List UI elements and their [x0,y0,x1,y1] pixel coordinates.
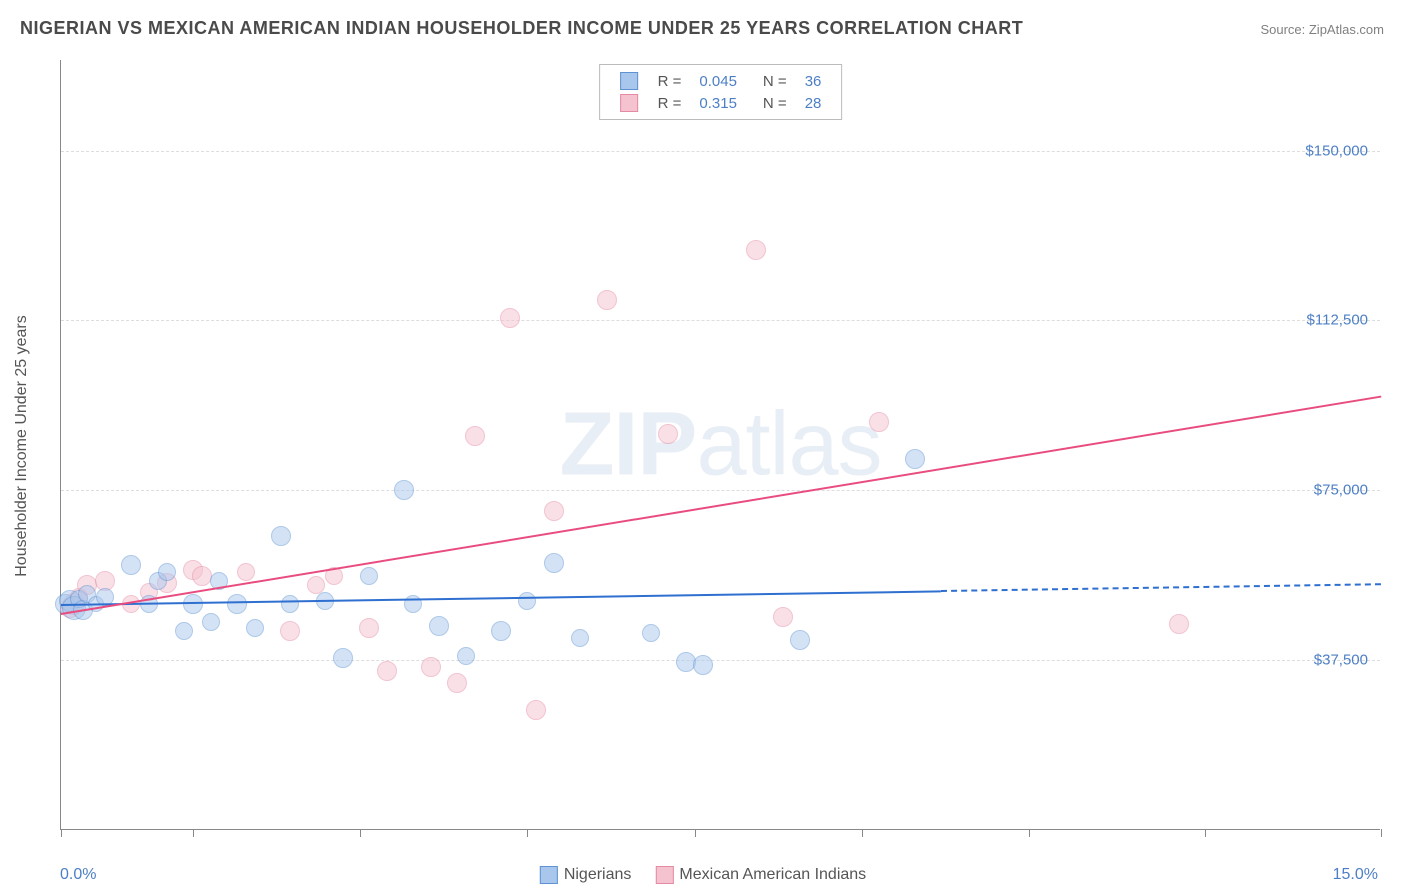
legend-swatch-mexican [620,94,638,112]
data-point-nigerians [281,595,299,613]
y-axis-label: Householder Income Under 25 years [13,315,31,576]
data-point-nigerians [271,526,291,546]
y-tick-label: $150,000 [1305,142,1368,159]
x-tick [695,829,696,837]
data-point-mexican [597,290,617,310]
n-label: N = [747,71,795,91]
trend-line-nigerians-extrap [941,583,1381,592]
data-point-nigerians [202,613,220,631]
legend-label-mexican: Mexican American Indians [679,866,866,883]
legend-row-nigerians: R = 0.045 N = 36 [612,71,830,91]
data-point-nigerians [457,647,475,665]
data-point-mexican [500,308,520,328]
x-tick [1381,829,1382,837]
data-point-mexican [280,621,300,641]
data-point-nigerians [518,592,536,610]
data-point-mexican [192,566,212,586]
data-point-mexican [237,563,255,581]
trend-line-mexican [61,395,1381,614]
n-value-mexican: 28 [797,93,830,113]
data-point-mexican [1169,614,1189,634]
r-label: R = [650,71,690,91]
r-value-mexican: 0.315 [691,93,745,113]
watermark: ZIPatlas [559,393,881,496]
chart-title: NIGERIAN VS MEXICAN AMERICAN INDIAN HOUS… [20,18,1023,39]
data-point-mexican [447,673,467,693]
r-label: R = [650,93,690,113]
gridline [61,151,1380,152]
data-point-nigerians [121,555,141,575]
data-point-nigerians [246,619,264,637]
r-value-nigerians: 0.045 [691,71,745,91]
data-point-mexican [526,700,546,720]
series-legend: Nigerians Mexican American Indians [540,866,866,884]
legend-swatch-nigerians-icon [540,866,558,884]
data-point-mexican [465,426,485,446]
n-label: N = [747,93,795,113]
watermark-bold: ZIP [559,394,696,494]
data-point-nigerians [693,655,713,675]
x-tick [1205,829,1206,837]
data-point-mexican [377,661,397,681]
y-tick-label: $75,000 [1314,482,1368,499]
data-point-mexican [773,607,793,627]
source-credit: Source: ZipAtlas.com [1260,22,1384,37]
y-tick-label: $112,500 [1307,312,1368,329]
gridline [61,490,1380,491]
data-point-nigerians [404,595,422,613]
data-point-nigerians [394,480,414,500]
x-tick [61,829,62,837]
gridline [61,320,1380,321]
n-value-nigerians: 36 [797,71,830,91]
data-point-nigerians [571,629,589,647]
x-tick [1029,829,1030,837]
legend-label-nigerians: Nigerians [564,866,632,883]
data-point-nigerians [175,622,193,640]
data-point-mexican [869,412,889,432]
data-point-mexican [359,618,379,638]
legend-item-nigerians: Nigerians [540,866,632,884]
gridline [61,660,1380,661]
data-point-mexican [746,240,766,260]
data-point-nigerians [429,616,449,636]
data-point-nigerians [333,648,353,668]
data-point-mexican [544,501,564,521]
x-tick [862,829,863,837]
x-tick [360,829,361,837]
source-prefix: Source: [1260,22,1308,37]
source-link[interactable]: ZipAtlas.com [1309,22,1384,37]
legend-row-mexican: R = 0.315 N = 28 [612,93,830,113]
data-point-nigerians [642,624,660,642]
legend-item-mexican: Mexican American Indians [655,866,866,884]
data-point-nigerians [227,594,247,614]
x-tick [193,829,194,837]
data-point-nigerians [360,567,378,585]
x-tick [527,829,528,837]
legend-swatch-nigerians [620,72,638,90]
data-point-nigerians [158,563,176,581]
data-point-mexican [421,657,441,677]
correlation-legend: R = 0.045 N = 36 R = 0.315 N = 28 [599,64,843,120]
x-axis-max-label: 15.0% [1333,866,1378,884]
data-point-mexican [658,424,678,444]
data-point-nigerians [905,449,925,469]
x-axis-min-label: 0.0% [60,866,96,884]
chart-plot-area: ZIPatlas R = 0.045 N = 36 R = 0.315 N = … [60,60,1380,830]
data-point-nigerians [491,621,511,641]
y-tick-label: $37,500 [1314,652,1368,669]
legend-swatch-mexican-icon [655,866,673,884]
data-point-nigerians [790,630,810,650]
watermark-light: atlas [696,394,881,494]
data-point-nigerians [544,553,564,573]
